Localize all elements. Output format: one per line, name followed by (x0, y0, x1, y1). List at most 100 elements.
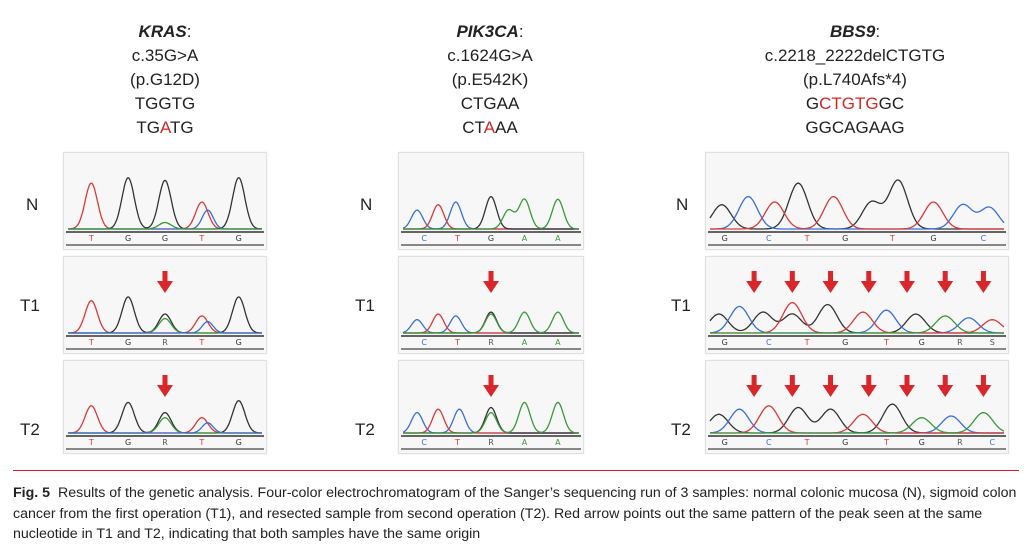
mutation-arrow-icon (483, 375, 499, 397)
base-label: T (198, 234, 204, 243)
row-label-t2-pik3ca: T2 (355, 420, 375, 439)
base-label: T (88, 438, 94, 447)
kras-header: KRAS: c.35G>A (p.G12D) TGGTG TGATG (15, 20, 315, 140)
row-label-t1-kras: T1 (20, 296, 40, 315)
trace-G (68, 176, 263, 230)
base-label: R (488, 338, 494, 347)
mutation-arrow-icon (157, 375, 173, 397)
base-label: G (236, 234, 242, 243)
base-label: R (162, 338, 168, 347)
mutation-arrow-icon (975, 271, 992, 293)
base-label: C (421, 338, 427, 347)
base-label: C (989, 438, 995, 447)
base-label: A (522, 338, 528, 347)
bbs9-gene-name: BBS9 (829, 22, 876, 41)
base-label: G (722, 338, 728, 347)
base-label: G (162, 234, 168, 243)
base-label: T (883, 438, 889, 447)
mutation-arrow-icon (822, 375, 839, 397)
base-label: G (842, 338, 848, 347)
caption-text: Results of the genetic analysis. Four-co… (13, 485, 1017, 542)
kras-mutant-seq-part: TG (136, 118, 160, 137)
trace-T (710, 405, 1004, 434)
base-label: R (162, 438, 168, 447)
row-label-t1-bbs9: T1 (671, 296, 691, 315)
pik3ca-cdna-change: c.1624G>A (447, 46, 533, 65)
base-label: G (930, 234, 936, 243)
pik3ca-mutant-base: A (483, 118, 496, 137)
row-label-t2-bbs9: T2 (671, 420, 691, 439)
mutation-arrow-icon (784, 375, 801, 397)
trace-A (403, 311, 579, 334)
pik3ca-mutant-seq: CTAAA (340, 116, 640, 140)
base-label: T (804, 234, 810, 243)
base-label: R (957, 338, 963, 347)
base-label: R (957, 438, 963, 447)
pik3ca-header: PIK3CA: c.1624G>A (p.E542K) CTGAA CTAAA (340, 20, 640, 140)
base-label: A (555, 338, 561, 347)
kras-mutant-seq: TGATG (15, 116, 315, 140)
base-label: C (421, 234, 427, 243)
bbs9-wildtype-seq-part: GC (878, 94, 905, 113)
pik3ca-gene-colon: : (518, 22, 524, 41)
mutation-arrow-icon (483, 271, 499, 293)
base-label: C (766, 438, 772, 447)
base-label: G (488, 234, 494, 243)
bbs9-protein-change: (p.L740Afs*4) (803, 70, 907, 89)
base-label: G (236, 338, 242, 347)
row-label-t1-pik3ca: T1 (355, 296, 375, 315)
base-label: A (522, 234, 528, 243)
trace-G (68, 296, 262, 334)
base-label: T (88, 234, 94, 243)
base-label: G (125, 234, 131, 243)
base-label: G (722, 438, 728, 447)
base-label: C (421, 438, 427, 447)
base-label: G (842, 438, 848, 447)
mutation-arrow-icon (860, 271, 877, 293)
base-label: T (804, 338, 810, 347)
bbs9-cdna-change: c.2218_2222delCTGTG (764, 46, 946, 65)
base-label: T (454, 338, 460, 347)
trace-A (403, 198, 579, 230)
base-label: G (919, 338, 925, 347)
mutation-arrow-icon (937, 271, 954, 293)
base-label: C (981, 234, 987, 243)
figure-caption: Fig. 5 Results of the genetic analysis. … (13, 483, 1023, 545)
base-label: A (555, 234, 561, 243)
mutation-arrow-icon (860, 375, 877, 397)
mutation-arrow-icon (746, 375, 763, 397)
base-label: T (198, 438, 204, 447)
trace-T (710, 196, 1004, 230)
mutation-arrow-icon (822, 271, 839, 293)
row-label-n-pik3ca: N (360, 195, 373, 214)
base-label: G (236, 438, 242, 447)
row-label-n-bbs9: N (676, 195, 689, 214)
mutation-arrow-icon (746, 271, 763, 293)
kras-wildtype-seq: TGGTG (134, 94, 196, 113)
mutation-arrow-icon (157, 271, 173, 293)
kras-gene-name: KRAS (138, 22, 187, 41)
trace-T (68, 405, 262, 434)
base-label: C (766, 338, 772, 347)
row-label-t2-kras: T2 (20, 420, 40, 439)
base-label: T (804, 438, 810, 447)
trace-C (710, 196, 1005, 230)
trace-C (68, 422, 262, 434)
base-label: G (125, 338, 131, 347)
trace-C (709, 408, 1004, 434)
pik3ca-protein-change: (p.E542K) (451, 70, 529, 89)
trace-G (403, 311, 579, 334)
mutation-arrow-icon (898, 271, 915, 293)
